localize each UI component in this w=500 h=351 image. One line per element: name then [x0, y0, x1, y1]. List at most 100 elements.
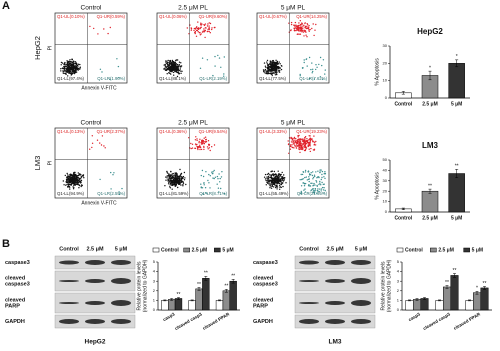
- dot: [301, 173, 304, 176]
- dot: [178, 176, 180, 178]
- dot: [264, 68, 267, 71]
- dot: [268, 183, 270, 185]
- dot: [169, 62, 171, 65]
- dot: [298, 145, 300, 147]
- panel-label: B: [2, 238, 10, 250]
- dot: [201, 23, 203, 25]
- y-tick-label: 0: [385, 95, 388, 100]
- dot: [91, 135, 94, 137]
- dot: [302, 182, 305, 184]
- bar: [188, 300, 196, 311]
- dot: [73, 66, 75, 68]
- dot: [80, 181, 82, 184]
- dot: [74, 176, 76, 178]
- dot: [208, 30, 210, 33]
- dot: [203, 143, 205, 145]
- dot: [182, 184, 184, 186]
- dot: [319, 169, 321, 171]
- dot: [271, 61, 273, 64]
- dot: [77, 68, 79, 71]
- y-tick-label: 40: [383, 167, 388, 172]
- dot: [66, 62, 69, 64]
- dot: [197, 145, 199, 148]
- dot: [272, 61, 274, 64]
- legend-swatch: [396, 247, 404, 253]
- legend-label: 5 μM: [472, 247, 483, 253]
- column-title: Control: [81, 120, 103, 127]
- dot: [302, 67, 304, 69]
- dot: [268, 176, 270, 179]
- dot: [174, 178, 176, 180]
- dot: [305, 148, 307, 151]
- y-tick-label: 50: [383, 157, 388, 162]
- dot: [177, 180, 179, 182]
- dot: [208, 147, 210, 149]
- dot: [176, 75, 179, 78]
- dot: [313, 182, 315, 185]
- dot: [197, 148, 199, 151]
- dot: [324, 177, 326, 180]
- dot: [182, 182, 185, 184]
- dot: [304, 137, 306, 139]
- dot: [179, 174, 182, 176]
- dot: [321, 173, 323, 176]
- error-bar: [455, 169, 459, 178]
- dot: [197, 21, 199, 23]
- dot: [277, 170, 279, 172]
- dot: [273, 65, 275, 67]
- dot: [277, 174, 279, 176]
- dot: [213, 144, 216, 146]
- quadrant-label: Q1-UL(3.33%): [259, 129, 287, 134]
- dot: [266, 173, 269, 175]
- protein-label: caspase3: [5, 260, 30, 266]
- dot: [170, 182, 172, 184]
- dot: [68, 71, 71, 74]
- dot: [206, 146, 209, 148]
- quadrant-label: Q1-LL(94.9%): [57, 191, 85, 196]
- dot: [167, 183, 170, 185]
- dot: [80, 185, 82, 188]
- plot-frame: [54, 127, 128, 199]
- dot: [165, 60, 167, 62]
- dot: [324, 171, 326, 173]
- dot: [209, 175, 211, 177]
- dot: [70, 60, 72, 63]
- dot: [282, 185, 284, 188]
- dot: [190, 28, 193, 30]
- dot: [199, 27, 201, 29]
- dot: [312, 68, 314, 71]
- dot: [191, 143, 194, 145]
- dot: [271, 74, 273, 77]
- dot: [276, 181, 278, 183]
- dot: [309, 138, 311, 140]
- dot: [170, 170, 172, 173]
- dot: [219, 177, 221, 180]
- dot: [275, 59, 277, 61]
- dot: [270, 65, 272, 68]
- quadrant-label: Q1-LL(97.4%): [57, 76, 85, 81]
- dot: [277, 178, 279, 180]
- significance: **: [231, 274, 235, 280]
- dot: [167, 64, 169, 66]
- dot: [292, 143, 295, 145]
- dot: [266, 63, 268, 65]
- dot: [273, 186, 275, 188]
- dot: [289, 144, 292, 146]
- dot: [191, 147, 194, 149]
- dot: [306, 65, 308, 67]
- dot: [301, 138, 303, 140]
- dot: [79, 173, 81, 175]
- dot: [218, 57, 221, 59]
- x-tick-label: Control: [394, 215, 412, 221]
- dot: [72, 67, 75, 69]
- dot: [69, 65, 71, 67]
- y-tick-label: 0: [397, 307, 400, 312]
- quadrant-label: Q1-LL(81.59%): [159, 191, 189, 196]
- dot: [277, 63, 280, 65]
- bar: [229, 280, 237, 311]
- dot: [168, 173, 170, 175]
- dot: [299, 179, 301, 181]
- dot: [177, 66, 179, 68]
- dot: [167, 61, 169, 64]
- dot: [271, 179, 274, 182]
